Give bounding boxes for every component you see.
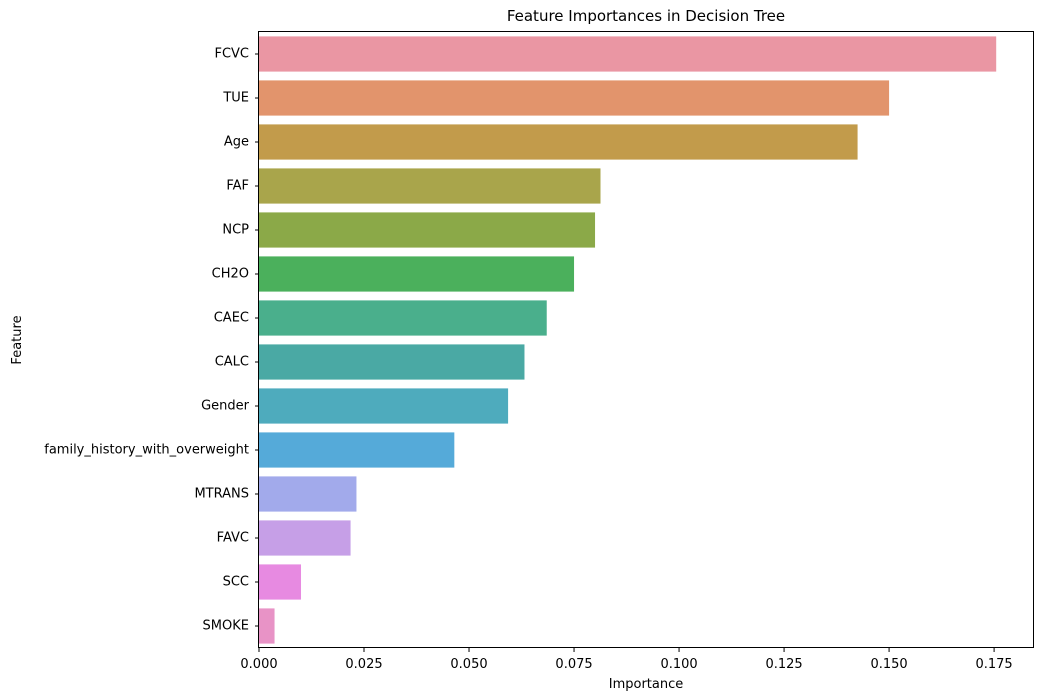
bar-smoke <box>259 608 275 644</box>
y-tick-labels: FCVC TUE Age FAF NCP CH2O CAEC CALC Gender family… <box>44 47 259 634</box>
bar-ch2o <box>259 256 575 292</box>
y-tick-label: SCC <box>223 575 249 590</box>
bar-fcvc <box>259 36 997 72</box>
x-tick-label: 0.000 <box>240 657 277 672</box>
bar-tue <box>259 80 890 116</box>
y-tick-label: CALC <box>215 355 249 370</box>
y-tick-label: Age <box>224 135 249 150</box>
bar-faf <box>259 168 601 204</box>
y-tick-label: Gender <box>201 399 250 414</box>
x-tick-label: 0.025 <box>345 657 382 672</box>
y-tick-label: MTRANS <box>194 487 249 502</box>
y-tick-label: CAEC <box>214 311 249 326</box>
x-tick-label: 0.125 <box>765 657 802 672</box>
bar-age <box>259 124 858 160</box>
bar-favc <box>259 520 351 556</box>
y-tick-label: FAF <box>226 179 249 194</box>
bar-calc <box>259 344 525 380</box>
bar-caec <box>259 300 547 336</box>
x-tick-label: 0.150 <box>870 657 907 672</box>
chart-title: Feature Importances in Decision Tree <box>507 7 785 25</box>
y-tick-label: FAVC <box>217 531 249 546</box>
y-tick-label: SMOKE <box>203 619 249 634</box>
bar-scc <box>259 564 302 600</box>
y-tick-label: family_history_with_overweight <box>44 443 249 458</box>
bars-group <box>259 36 997 644</box>
x-tick-label: 0.175 <box>975 657 1012 672</box>
bar-gender <box>259 388 509 424</box>
y-tick-label: NCP <box>222 223 249 238</box>
x-axis-label: Importance <box>609 677 684 692</box>
y-tick-label: FCVC <box>214 47 249 62</box>
bar-ncp <box>259 212 596 248</box>
x-tick-label: 0.100 <box>660 657 697 672</box>
y-axis-label: Feature <box>10 315 25 364</box>
bar-mtrans <box>259 476 357 512</box>
x-ticks: 0.000 0.025 0.050 0.075 0.100 0.125 0.150 0.175 <box>240 648 1013 672</box>
x-tick-label: 0.075 <box>555 657 592 672</box>
x-tick-label: 0.050 <box>450 657 487 672</box>
bar-family-history-with-overweight <box>259 432 455 468</box>
y-tick-label: TUE <box>222 91 249 106</box>
y-tick-label: CH2O <box>212 267 249 282</box>
plot-frame <box>258 31 1034 648</box>
